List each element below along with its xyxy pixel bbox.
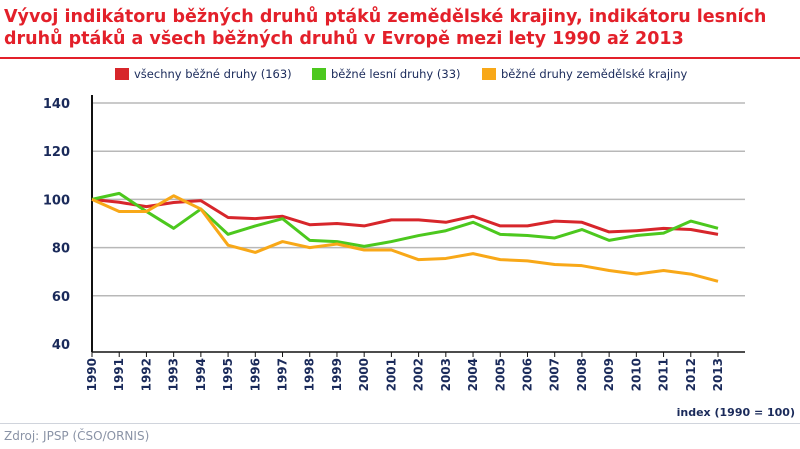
x-tick-label: 2002 bbox=[412, 358, 426, 391]
x-tick-label: 2004 bbox=[466, 358, 480, 391]
x-tick-label: 2009 bbox=[602, 358, 616, 391]
source-note: Zdroj: JPSP (ČSO/ORNIS) bbox=[4, 429, 150, 443]
legend-label: všechny běžné druhy (163) bbox=[134, 67, 292, 81]
x-tick-label: 1990 bbox=[85, 358, 99, 391]
series-line bbox=[91, 194, 719, 283]
x-tick-label: 1993 bbox=[167, 358, 181, 391]
legend-label: běžné lesní druhy (33) bbox=[331, 67, 461, 81]
x-tick-label: 1994 bbox=[194, 358, 208, 391]
chart-title: Vývoj indikátoru běžných druhů ptáků zem… bbox=[4, 7, 767, 49]
x-tick-label: 1998 bbox=[303, 358, 317, 391]
x-tick-label: 1992 bbox=[139, 358, 153, 391]
y-tick-label: 40 bbox=[52, 338, 70, 353]
title-divider bbox=[0, 57, 800, 59]
x-tick-label: 1997 bbox=[276, 358, 290, 391]
x-tick-label: 2000 bbox=[357, 358, 371, 391]
x-tick-label: 2006 bbox=[520, 358, 534, 391]
y-tick-label: 140 bbox=[43, 97, 70, 112]
x-tick-label: 2013 bbox=[711, 358, 725, 391]
x-tick-label: 2001 bbox=[384, 358, 398, 391]
x-tick-label: 1995 bbox=[221, 358, 235, 391]
x-tick-label: 2005 bbox=[493, 358, 507, 391]
x-tick-label: 2012 bbox=[684, 358, 698, 391]
x-tick-label: 2007 bbox=[548, 358, 562, 391]
y-tick-label: 60 bbox=[52, 290, 70, 305]
y-tick-label: 100 bbox=[43, 193, 70, 208]
x-tick-label: 1999 bbox=[330, 358, 344, 391]
legend-swatch bbox=[115, 68, 129, 80]
x-tick-label: 2008 bbox=[575, 358, 589, 391]
legend-label: běžné druhy zemědělské krajiny bbox=[501, 67, 688, 81]
x-tick-label: 2011 bbox=[657, 358, 671, 391]
footer-divider bbox=[0, 423, 800, 424]
index-note: index (1990 = 100) bbox=[677, 406, 795, 419]
series-line bbox=[91, 191, 719, 248]
y-tick-label: 120 bbox=[43, 145, 70, 160]
series-0 bbox=[91, 197, 719, 236]
series-line bbox=[91, 197, 719, 236]
x-tick-label: 2003 bbox=[439, 358, 453, 391]
series-2 bbox=[91, 194, 719, 283]
legend-swatch bbox=[312, 68, 326, 80]
x-tick-label: 2010 bbox=[629, 358, 643, 391]
y-tick-label: 80 bbox=[52, 242, 70, 257]
legend-swatch bbox=[482, 68, 496, 80]
x-tick-label: 1991 bbox=[112, 358, 126, 391]
x-tick-label: 1996 bbox=[248, 358, 262, 391]
